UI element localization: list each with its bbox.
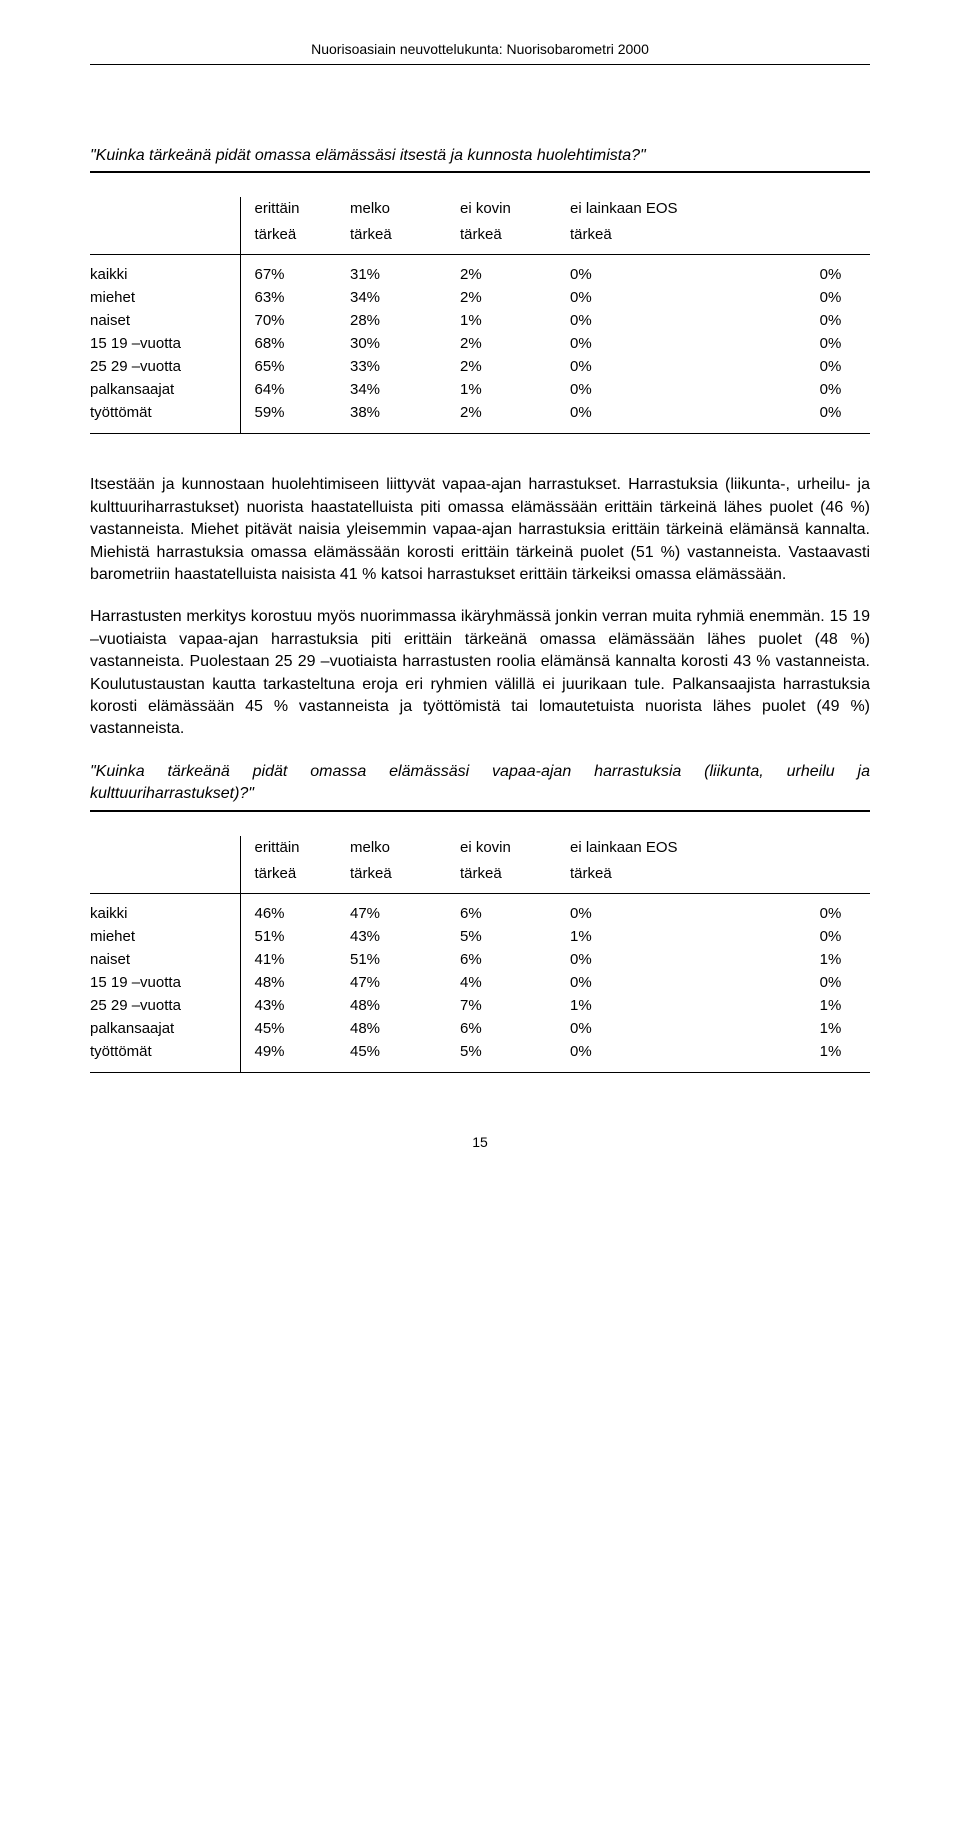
question-1: "Kuinka tärkeänä pidät omassa elämässäsi… [90, 145, 870, 167]
cell: 0% [820, 263, 870, 286]
table-row: naiset70%28%1%0%0% [90, 309, 870, 332]
col-header: melko [350, 836, 460, 862]
row-label: kaikki [90, 263, 240, 286]
table-row: miehet51%43%5%1%0% [90, 925, 870, 948]
table-row: kaikki67%31%2%0%0% [90, 263, 870, 286]
col-header: tärkeä [240, 223, 350, 249]
col-header: ei kovin [460, 197, 570, 223]
col-header: tärkeä [460, 223, 570, 249]
cell: 0% [570, 263, 820, 286]
table-row: naiset41%51%6%0%1% [90, 948, 870, 971]
cell: 31% [350, 263, 460, 286]
col-header: ei lainkaan EOS [570, 836, 820, 862]
cell: 67% [240, 263, 350, 286]
table-row: työttömät49%45%5%0%1% [90, 1040, 870, 1063]
table-2: erittäin melko ei kovin ei lainkaan EOS … [90, 836, 870, 1074]
col-header: melko [350, 197, 460, 223]
page-header: Nuorisoasiain neuvottelukunta: Nuorisoba… [90, 40, 870, 65]
col-header: ei lainkaan EOS [570, 197, 820, 223]
col-header: tärkeä [350, 223, 460, 249]
table-row: palkansaajat45%48%6%0%1% [90, 1017, 870, 1040]
col-header: ei kovin [460, 836, 570, 862]
rule [90, 171, 870, 173]
table-row: miehet63%34%2%0%0% [90, 286, 870, 309]
table-row: 25 29 –vuotta43%48%7%1%1% [90, 994, 870, 1017]
cell: 2% [460, 263, 570, 286]
table-1: erittäin melko ei kovin ei lainkaan EOS … [90, 197, 870, 435]
col-header: erittäin [240, 836, 350, 862]
table-row: kaikki46%47%6%0%0% [90, 902, 870, 925]
col-header: tärkeä [570, 223, 820, 249]
table-row: työttömät59%38%2%0%0% [90, 401, 870, 424]
paragraph: Harrastusten merkitys korostuu myös nuor… [90, 606, 870, 740]
page-number: 15 [90, 1133, 870, 1153]
table-row: 15 19 –vuotta68%30%2%0%0% [90, 332, 870, 355]
table-row: 25 29 –vuotta65%33%2%0%0% [90, 355, 870, 378]
paragraph: Itsestään ja kunnostaan huolehtimiseen l… [90, 474, 870, 586]
question-2: "Kuinka tärkeänä pidät omassa elämässäsi… [90, 761, 870, 806]
table-row: 15 19 –vuotta48%47%4%0%0% [90, 971, 870, 994]
rule [90, 810, 870, 812]
table-row: palkansaajat64%34%1%0%0% [90, 378, 870, 401]
col-header: erittäin [240, 197, 350, 223]
